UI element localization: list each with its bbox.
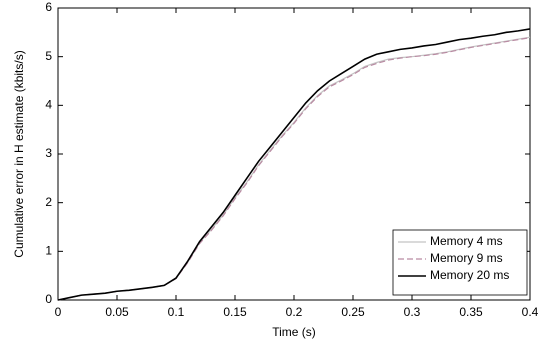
y-tick-label: 1 (45, 244, 52, 258)
x-tick-label: 0.15 (223, 305, 247, 319)
legend-label: Memory 4 ms (430, 234, 503, 248)
series-line (57, 37, 531, 301)
x-axis-label: Time (s) (272, 325, 316, 339)
x-tick-label: 0.05 (105, 305, 129, 319)
y-tick-label: 5 (45, 49, 52, 63)
legend-label: Memory 20 ms (430, 268, 509, 282)
x-tick-label: 0.2 (286, 305, 303, 319)
x-tick-label: 0.4 (522, 305, 539, 319)
legend-label: Memory 9 ms (430, 251, 503, 265)
y-axis-label: Cumulative error in H estimate (kbits/s) (12, 50, 26, 257)
y-tick-label: 0 (45, 292, 52, 306)
x-tick-label: 0.3 (404, 305, 421, 319)
x-tick-label: 0.35 (459, 305, 483, 319)
y-tick-label: 3 (45, 146, 52, 160)
y-tick-label: 2 (45, 195, 52, 209)
x-tick-label: 0.1 (168, 305, 185, 319)
legend-box (392, 229, 528, 296)
y-tick-label: 6 (45, 0, 52, 14)
x-tick-label: 0 (55, 305, 62, 319)
x-tick-label: 0.25 (341, 305, 365, 319)
series-line (57, 28, 531, 301)
y-tick-label: 4 (45, 98, 52, 112)
